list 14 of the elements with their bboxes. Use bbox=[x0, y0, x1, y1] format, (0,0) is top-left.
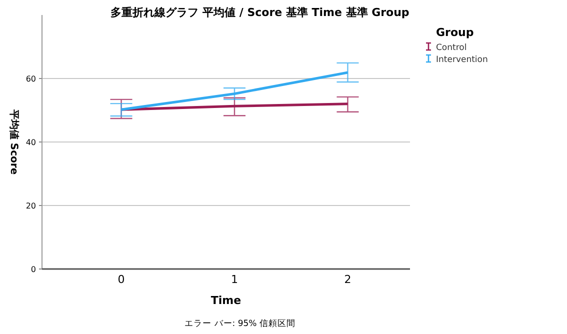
x-axis-title: Time bbox=[210, 294, 242, 307]
x-tick-label: 0 bbox=[118, 273, 125, 286]
x-tick-label: 1 bbox=[230, 273, 238, 286]
y-tick-label: 20 bbox=[26, 202, 36, 210]
text: エラー バー: 95% 信頼区間 bbox=[184, 318, 296, 329]
y-axis-title: 平均値 Score bbox=[8, 108, 20, 175]
chart-title: 多重折れ線グラフ 平均値 / Score 基準 Time 基準 Group bbox=[110, 6, 410, 19]
x-tick-label: 2 bbox=[344, 273, 352, 286]
y-tick-label: 60 bbox=[26, 74, 36, 84]
legend-label: Control bbox=[436, 43, 467, 53]
legend-label: Intervention bbox=[436, 55, 488, 65]
legend-title: Group bbox=[436, 26, 474, 39]
y-tick-label: 0 bbox=[30, 265, 36, 274]
y-tick-label: 40 bbox=[26, 138, 36, 147]
